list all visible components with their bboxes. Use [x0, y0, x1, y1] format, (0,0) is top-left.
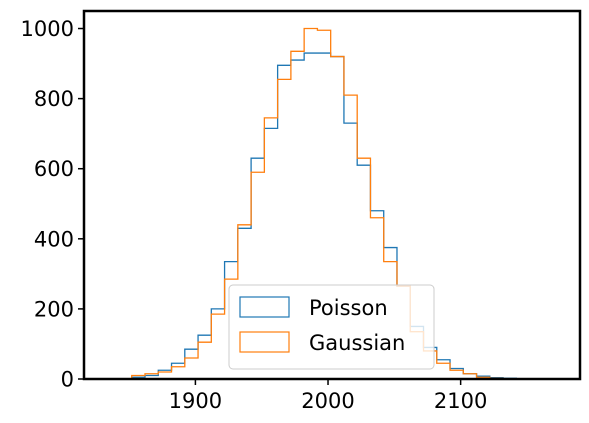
- histogram-outline-gaussian: [131, 27, 543, 380]
- histogram-bin-gaussian: [437, 363, 450, 379]
- x-tick-label: 2000: [301, 389, 354, 413]
- histogram-bin-gaussian: [185, 358, 198, 379]
- legend-swatch-poisson: [239, 296, 290, 318]
- histogram-bin-gaussian: [211, 314, 224, 379]
- y-tick-label: 600: [34, 157, 74, 181]
- plot-frame: [82, 9, 582, 381]
- histogram-bin-gaussian: [450, 370, 463, 379]
- legend-label-gaussian: Gaussian: [309, 331, 405, 355]
- y-tick-label: 0: [61, 368, 74, 392]
- series-layer: [131, 27, 543, 380]
- legend-swatch-gaussian: [239, 331, 290, 353]
- y-tick-label: 400: [34, 227, 74, 251]
- series-gaussian: [131, 27, 543, 380]
- y-axis-ticks: 0 200 400 600 800 1000: [21, 17, 84, 392]
- x-axis-ticks: 1900 2000 2100: [169, 379, 487, 413]
- legend: Poisson Gaussian: [228, 284, 435, 370]
- x-tick-label: 1900: [169, 389, 222, 413]
- y-tick-label: 800: [34, 87, 74, 111]
- y-tick-label: 1000: [21, 17, 74, 41]
- legend-box: [228, 284, 435, 370]
- histogram-bin-gaussian: [198, 342, 211, 379]
- histogram-bin-gaussian: [172, 367, 185, 379]
- y-tick-label: 200: [34, 297, 74, 321]
- legend-label-poisson: Poisson: [309, 296, 388, 320]
- x-tick-label: 2100: [434, 389, 487, 413]
